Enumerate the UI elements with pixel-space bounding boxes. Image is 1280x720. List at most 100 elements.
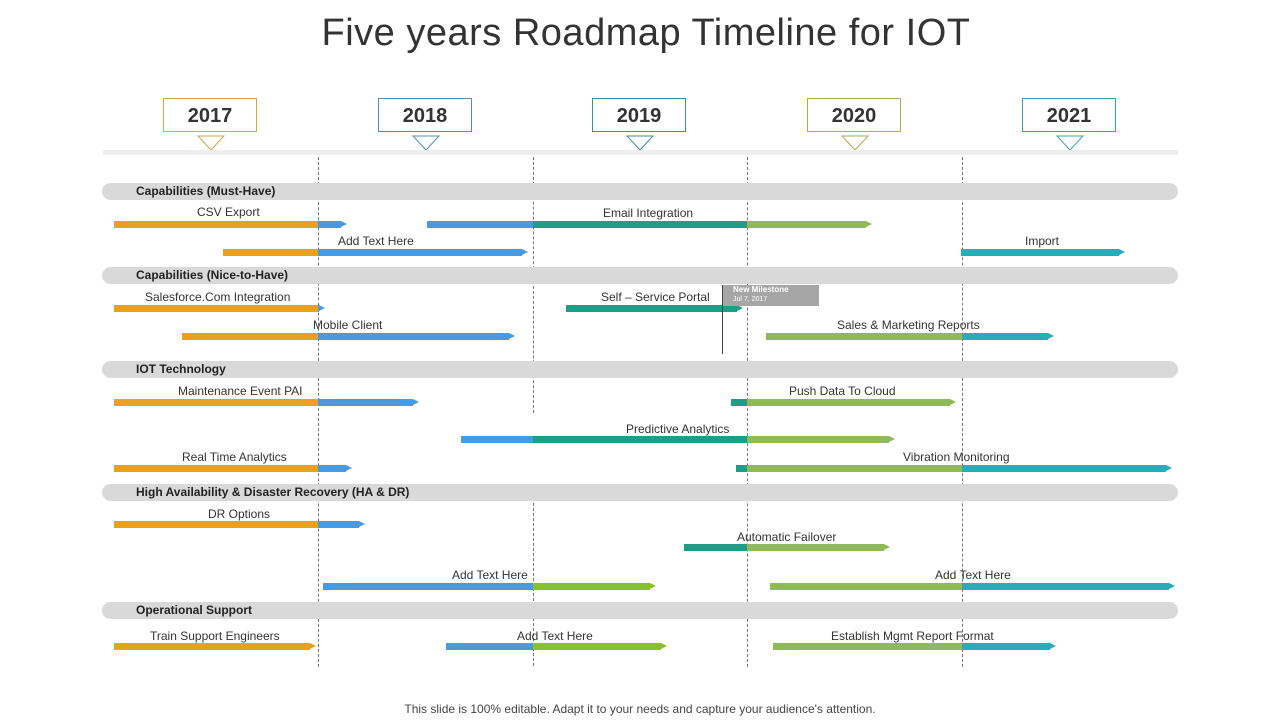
task-bar-segment [962, 582, 1169, 590]
task-bar-segment [747, 398, 950, 406]
milestone-marker-line [722, 285, 723, 354]
task-bar-segment [446, 642, 533, 650]
task-bar-segment [114, 464, 318, 472]
category-band: IOT Technology [102, 361, 1178, 378]
task-bar-segment [684, 543, 747, 551]
task-label: DR Options [208, 507, 271, 521]
task-label: Salesforce.Com Integration [145, 290, 291, 304]
arrow-tip-icon [310, 642, 316, 649]
task-bar-segment [318, 464, 346, 472]
task-label: Add Text Here [452, 568, 528, 582]
category-band: High Availability & Disaster Recovery (H… [102, 484, 1178, 501]
arrow-tip-icon [737, 304, 743, 311]
task-bar-segment [533, 582, 650, 590]
task-bar-segment [747, 464, 962, 472]
task-label: Vibration Monitoring [903, 450, 1010, 464]
arrow-tip-icon [319, 304, 325, 311]
task-label: Import [1025, 234, 1060, 248]
task-bar-segment [773, 642, 962, 650]
task-label: Sales & Marketing Reports [837, 318, 980, 332]
task-bar-segment [962, 642, 1050, 650]
task-bar-segment [962, 464, 1166, 472]
slide-title: Five years Roadmap Timeline for IOT [321, 12, 971, 54]
category-label: Capabilities (Nice-to-Have) [136, 268, 289, 282]
task-label: Mobile Client [313, 318, 383, 332]
task-bar-segment [736, 464, 747, 472]
year-pointer-icon [626, 135, 654, 151]
task-bar-segment [533, 642, 661, 650]
year-pointer-icon [1056, 135, 1084, 151]
task-label: Real Time Analytics [182, 450, 287, 464]
task-bar-segment [318, 332, 509, 340]
arrow-tip-icon [1048, 332, 1054, 339]
task-bar-segment [182, 332, 318, 340]
task-label: Train Support Engineers [150, 629, 280, 643]
year-divider [533, 157, 534, 413]
arrow-tip-icon [1166, 464, 1172, 471]
category-band: Operational Support [102, 602, 1178, 619]
task-bar-segment [318, 520, 359, 528]
category-label: High Availability & Disaster Recovery (H… [136, 485, 410, 499]
arrow-tip-icon [950, 398, 956, 405]
footer-note: This slide is 100% editable. Adapt it to… [404, 702, 876, 716]
arrow-tip-icon [341, 220, 347, 227]
task-label: Automatic Failover [737, 530, 837, 544]
arrow-tip-icon [522, 248, 528, 255]
task-label: Self – Service Portal [601, 290, 710, 304]
arrow-tip-icon [413, 398, 419, 405]
year-2019-box: 2019 [592, 98, 686, 132]
task-bar-segment [566, 304, 737, 312]
arrow-tip-icon [346, 464, 352, 471]
task-bar-segment [114, 520, 318, 528]
arrow-tip-icon [359, 520, 365, 527]
task-label: Add Text Here [338, 234, 414, 248]
category-band: Capabilities (Nice-to-Have) [102, 267, 1178, 284]
task-bar-segment [114, 642, 310, 650]
year-2021-box: 2021 [1022, 98, 1116, 132]
arrow-tip-icon [509, 332, 515, 339]
timeline-baseline [103, 150, 1178, 155]
arrow-tip-icon [1119, 248, 1125, 255]
arrow-tip-icon [884, 543, 890, 550]
year-pointer-icon [197, 135, 225, 151]
year-2018-box: 2018 [378, 98, 472, 132]
category-label: IOT Technology [136, 362, 226, 376]
task-label: CSV Export [197, 205, 260, 219]
task-bar-segment [961, 248, 1119, 256]
task-label: Add Text Here [935, 568, 1011, 582]
arrow-tip-icon [661, 642, 667, 649]
task-label: Add Text Here [517, 629, 593, 643]
arrow-tip-icon [866, 220, 872, 227]
year-pointer-icon [841, 135, 869, 151]
task-label: Push Data To Cloud [789, 384, 896, 398]
year-divider [747, 157, 748, 667]
arrow-tip-icon [650, 582, 656, 589]
task-bar-segment [318, 304, 319, 312]
task-label: Establish Mgmt Report Format [831, 629, 994, 643]
task-bar-segment [318, 248, 522, 256]
year-2020-box: 2020 [807, 98, 901, 132]
category-band: Capabilities (Must-Have) [102, 183, 1178, 200]
task-bar-segment [114, 304, 318, 312]
milestone-flag: New Milestone Jul 7, 2017 [723, 285, 819, 306]
milestone-date: Jul 7, 2017 [733, 296, 768, 303]
task-label: Email Integration [603, 206, 694, 220]
task-label: Predictive Analytics [626, 422, 730, 436]
arrow-tip-icon [889, 435, 895, 442]
year-divider [318, 157, 319, 667]
task-bar-segment [114, 220, 318, 228]
task-bar-segment [747, 543, 884, 551]
year-divider [962, 157, 963, 667]
task-bar-segment [533, 220, 747, 228]
task-label: Maintenance Event PAI [178, 384, 303, 398]
task-bar-segment [962, 332, 1048, 340]
task-bar-segment [766, 332, 962, 340]
milestone-title: New Milestone [733, 285, 789, 294]
task-bar-segment [747, 220, 866, 228]
task-bar-segment [461, 435, 533, 443]
arrow-tip-icon [1169, 582, 1175, 589]
task-bar-segment [318, 398, 413, 406]
task-bar-segment [114, 398, 318, 406]
year-2017-box: 2017 [163, 98, 257, 132]
task-bar-segment [770, 582, 962, 590]
